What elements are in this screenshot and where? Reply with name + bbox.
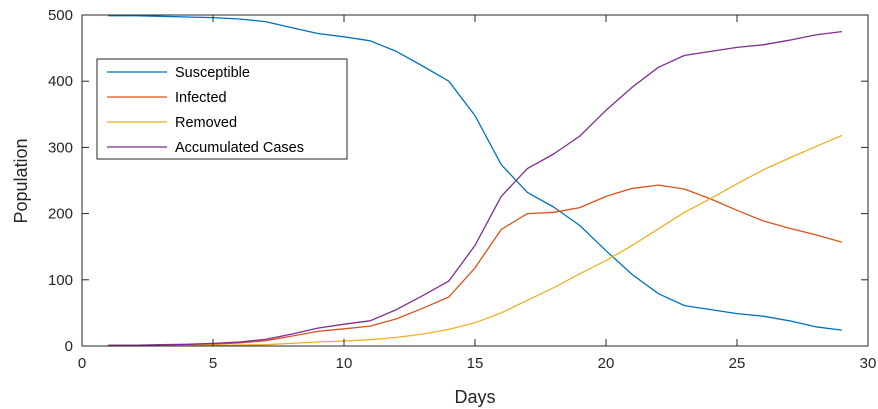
x-tick-label: 10 — [336, 355, 353, 372]
x-tick-label: 20 — [598, 355, 615, 372]
x-tick-label: 25 — [729, 355, 746, 372]
y-tick-label: 200 — [48, 206, 73, 223]
y-tick-label: 0 — [65, 338, 73, 355]
legend-label: Accumulated Cases — [175, 140, 304, 156]
x-tick-label: 5 — [209, 355, 217, 372]
legend-box — [96, 58, 348, 160]
series-line-removed — [108, 134, 843, 347]
x-axis-title: Days — [454, 387, 495, 407]
legend-label: Removed — [175, 115, 237, 131]
y-axis-title: Population — [11, 138, 31, 223]
y-tick-label: 100 — [48, 272, 73, 289]
legend: Susceptible Infected Removed Accumulated Ca… — [96, 58, 348, 160]
x-tick-label: 30 — [860, 355, 877, 372]
y-tick-label: 400 — [48, 73, 73, 90]
legend-label: Infected — [175, 90, 227, 106]
legend-label: Susceptible — [175, 65, 250, 81]
series-layer — [108, 15, 843, 347]
series-line-susceptible — [108, 15, 842, 331]
x-tick-label: 0 — [78, 355, 86, 372]
y-tick-label: 500 — [48, 7, 73, 24]
x-tick-label: 15 — [467, 355, 484, 372]
y-tick-label: 300 — [48, 139, 73, 156]
series-line-infected — [108, 184, 842, 346]
series-line-accumulated-cases — [108, 30, 842, 346]
